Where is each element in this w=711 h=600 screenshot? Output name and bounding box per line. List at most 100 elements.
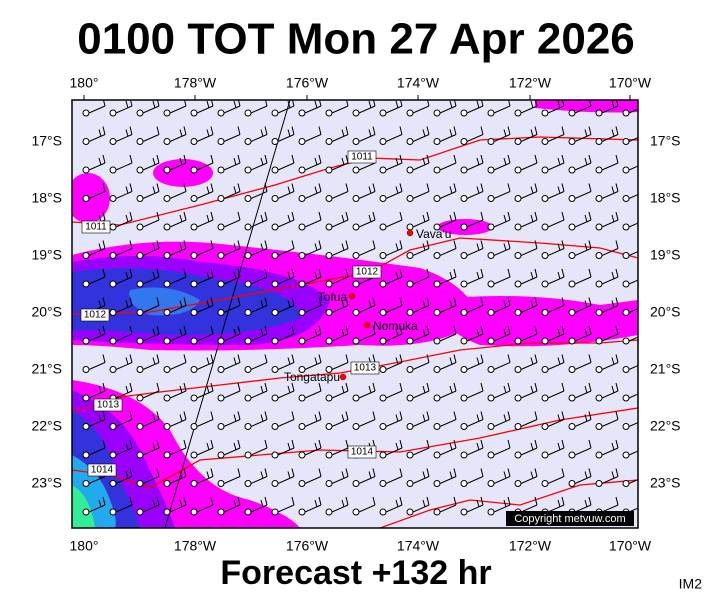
barb-shaft [574, 134, 592, 142]
wind-barb [460, 268, 484, 288]
wind-barb [622, 479, 638, 487]
barb-flag [291, 325, 295, 335]
wind-barb [298, 100, 322, 117]
barb-flag [98, 328, 102, 337]
barb-shaft [250, 276, 268, 285]
barb-flag [453, 126, 457, 135]
barb-flag [260, 471, 264, 479]
barb-shaft [223, 390, 241, 399]
barb-shaft [115, 105, 133, 114]
wind-barb [622, 137, 638, 145]
wind-barb [163, 211, 187, 231]
barb-shaft [115, 276, 133, 285]
barb-flag [129, 211, 133, 221]
barb-flag [426, 100, 430, 107]
barb-shaft [250, 419, 268, 427]
barb-station [298, 138, 306, 145]
barb-shaft [412, 248, 430, 256]
longitude-label: 176°W [286, 75, 329, 91]
barb-station [622, 252, 630, 259]
barb-flag [534, 325, 538, 335]
barb-flag [102, 297, 106, 306]
barb-flag [588, 468, 592, 477]
wind-barb [487, 240, 511, 259]
barb-station [82, 109, 90, 117]
barb-shaft [169, 447, 187, 456]
barb-shaft [115, 390, 133, 399]
barb-flag [237, 354, 241, 363]
barb-flag [125, 214, 129, 223]
wind-barb [82, 382, 106, 402]
barb-station [325, 252, 333, 259]
isobar-label-box [80, 308, 110, 322]
barb-flag [534, 382, 538, 392]
wind-barb [514, 382, 538, 402]
barb-flag [480, 496, 484, 506]
barb-flag [314, 499, 318, 508]
wind-barb [541, 211, 565, 231]
barb-flag [615, 154, 619, 164]
barb-flag [561, 297, 565, 306]
wind-barb [379, 439, 403, 459]
barb-flag [372, 183, 376, 192]
barb-flag [561, 211, 565, 221]
barb-station [379, 195, 387, 202]
barb-flag [507, 382, 511, 392]
barb-station [190, 166, 198, 174]
barb-station [163, 480, 171, 487]
barb-flag [264, 154, 268, 164]
barb-flag [507, 126, 511, 135]
barb-station [136, 508, 144, 516]
barb-shaft [439, 447, 457, 456]
wind-barb [217, 268, 241, 288]
barb-station [271, 309, 279, 316]
wind-barb [541, 297, 565, 316]
barb-shaft [466, 390, 484, 399]
barb-station [541, 480, 549, 487]
barb-station [379, 480, 387, 487]
barb-flag [102, 411, 106, 420]
barb-flag [291, 154, 295, 164]
wind-barb [190, 183, 214, 202]
barb-shaft [250, 476, 268, 484]
barb-station [217, 366, 225, 373]
barb-shaft [250, 162, 268, 171]
barb-station [244, 309, 252, 316]
barb-flag [507, 325, 511, 335]
barb-station [82, 394, 90, 402]
barb-station [352, 480, 360, 487]
barb-station [217, 337, 225, 345]
barb-station [271, 366, 279, 373]
wind-barb [487, 297, 511, 316]
barb-shaft [547, 134, 565, 142]
barb-flag [588, 126, 592, 135]
wind-barb [298, 439, 322, 459]
place-marker [406, 229, 414, 237]
barb-shaft [385, 105, 403, 114]
barb-flag [643, 412, 645, 420]
barb-shaft [439, 191, 457, 199]
barb-shaft [547, 191, 565, 199]
barb-shaft [331, 305, 349, 313]
footer-caption: Forecast +132 hr [220, 554, 491, 592]
barb-flag [179, 129, 183, 137]
barb-station [298, 166, 306, 174]
barb-shaft [385, 476, 403, 484]
barb-shaft [358, 333, 376, 342]
wind-barb [541, 411, 565, 430]
barb-flag [611, 100, 615, 109]
barb-flag [615, 496, 619, 506]
barb-shaft [223, 504, 241, 513]
barb-station [541, 394, 549, 402]
barb-shaft [115, 305, 133, 313]
barb-shaft [601, 276, 619, 285]
barb-shaft [277, 276, 295, 285]
wind-barb [136, 126, 160, 145]
barb-shaft [277, 333, 295, 342]
wind-barb [325, 411, 349, 430]
barb-shaft [466, 447, 484, 456]
barb-shaft [196, 219, 214, 228]
barb-flag [98, 129, 102, 137]
barb-flag [287, 385, 291, 394]
wind-barb [352, 382, 376, 402]
